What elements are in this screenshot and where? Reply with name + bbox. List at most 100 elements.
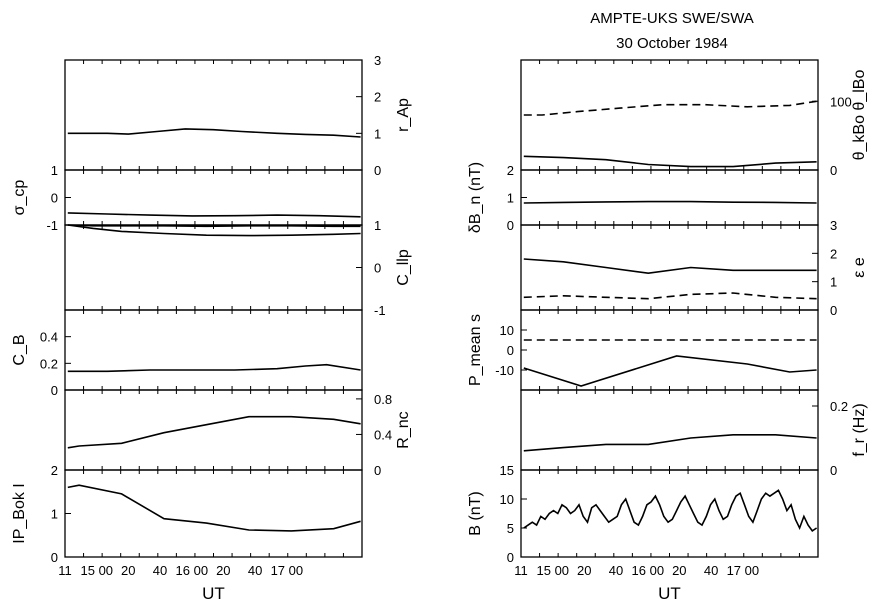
x-tick-label: 20 [121,563,135,578]
y-tick-label: 0 [374,261,381,276]
panel-label: C_B [11,334,28,365]
y-tick-label: 10 [500,323,514,338]
y-tick-label: 0.2 [830,399,848,414]
panel-label: δB_n (nT) [467,162,484,233]
series-line-0 [67,415,361,449]
panel-B: 0 5 10 15 B (nT) [467,463,819,565]
panel-label: ε e [851,257,868,278]
x-tick-label: 20 [216,563,230,578]
panel-rAp: 0 1 2 3 r_Ap [64,53,412,178]
series-line-0 [523,258,817,275]
x-tick-label: 15 00 [537,563,570,578]
panel-label: P_mean s [467,314,484,386]
y-tick-label: -1 [46,218,58,233]
panel-frame [520,389,819,471]
panel-label: C_llp [395,249,412,286]
y-tick-label: 1 [51,507,58,522]
y-tick-label: 5 [507,521,514,536]
panel-label: σ_cp [11,180,28,216]
panel-frame [520,169,819,226]
x-axis-label: UT [202,584,225,603]
panels: 0123r_Ap-101σ_cp-101C_llp00.20.4C_B00.40… [11,53,868,603]
y-tick-label: 0 [830,463,837,478]
x-tick-label: 40 [248,563,262,578]
panel-frame [520,309,819,391]
x-tick-label: 20 [577,563,591,578]
y-tick-label: -10 [495,363,514,378]
y-tick-label: 100 [830,94,852,109]
y-tick-label: 0 [507,218,514,233]
series-line-0 [67,128,361,138]
panel-C_B: 0 0.2 0.4 C_B [11,309,363,398]
panel-label: f_r (Hz) [851,403,868,456]
y-tick-label: 0 [374,463,381,478]
y-tick-label: 3 [830,218,837,233]
y-tick-label: 2 [507,163,514,178]
series-line-0 [67,224,361,228]
panel-label: r_Ap [395,98,412,132]
y-tick-label: 0 [830,163,837,178]
panel-label: B (nT) [467,491,484,535]
x-tick-label: 40 [609,563,623,578]
y-tick-label: 0 [830,303,837,318]
x-tick-label: 11 [514,563,528,578]
figure-title-line-2: 30 October 1984 [616,35,728,52]
y-tick-label: -1 [374,303,386,318]
series-line-0 [67,212,361,218]
series-line-1 [67,224,361,237]
x-tick-label: 16 00 [176,563,209,578]
y-tick-label: 1 [374,218,381,233]
series-line-1 [523,355,817,387]
y-tick-label: 0.2 [40,356,58,371]
x-tick-label: 16 00 [632,563,665,578]
y-tick-label: 1 [51,163,58,178]
x-tick-label: 20 [672,563,686,578]
x-tick-label: 17 00 [727,563,760,578]
panel-P_mean: -10 0 10 P_mean s [467,309,819,391]
y-tick-label: 0 [51,191,58,206]
series-line-1 [523,155,817,168]
panel-sigma_cp: -1 0 1 σ_cp [11,163,363,233]
y-tick-label: 0.4 [374,427,392,442]
y-tick-label: 0 [51,550,58,565]
panel-eps_e: 0 1 2 3 ε e [520,218,868,318]
panel-dBn: 0 1 2 δB_n (nT) [467,162,819,233]
series-line-0 [523,434,817,452]
x-tick-label: 40 [704,563,718,578]
panel-frame [64,309,363,391]
series-line-0 [523,100,817,116]
panel-frame [64,224,363,311]
y-tick-label: 0 [507,550,514,565]
panel-frame [520,59,819,171]
panel-P_Bok: 0 1 2 IP_Bok I [11,463,363,565]
y-tick-label: 10 [500,492,514,507]
y-tick-label: 15 [500,463,514,478]
panel-R_nc: 0 0.4 0.8R_nc [64,389,412,478]
y-tick-label: 2 [830,246,837,261]
series-line-1 [523,292,817,300]
y-tick-label: 0.4 [40,330,58,345]
y-tick-label: 0 [507,343,514,358]
x-tick-label: 40 [153,563,167,578]
panel-frame [64,59,363,171]
panel-frame [64,389,363,471]
panel-label: θ_kBo θ_lBo [851,70,868,161]
y-tick-label: 2 [51,463,58,478]
x-tick-label: 17 00 [271,563,304,578]
x-axis-label: UT [658,584,681,603]
panel-frame [64,469,363,558]
series-line-0 [67,484,361,532]
y-tick-label: 0.8 [374,392,392,407]
panel-f_r: 0 0.2 f_r (Hz) [520,389,868,478]
y-tick-label: 1 [830,275,837,290]
x-tick-label: 15 00 [81,563,114,578]
x-tick-label: 11 [58,563,72,578]
panel-frame [520,469,819,558]
series-line-0 [523,200,817,204]
figure-title-line-1: AMPTE-UKS SWE/SWA [590,10,754,27]
series-line-0 [67,363,361,373]
panel-label: IP_Bok I [11,483,28,543]
